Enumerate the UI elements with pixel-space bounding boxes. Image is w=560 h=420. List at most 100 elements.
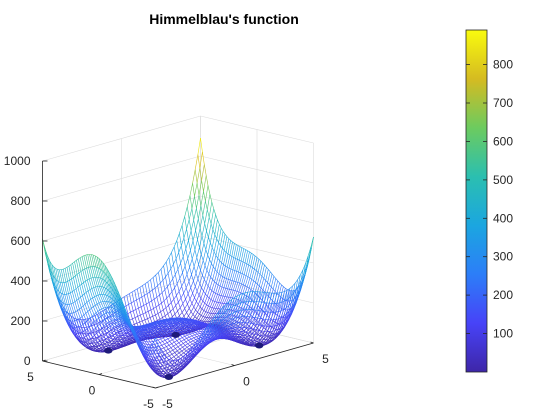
mesh-segment-x xyxy=(204,243,206,249)
mesh-segment-x xyxy=(148,319,150,324)
mesh-segment-y xyxy=(245,277,248,286)
mesh-segment-y xyxy=(163,308,166,310)
mesh-segment-x xyxy=(160,295,162,303)
mesh-segment-y xyxy=(177,233,180,240)
mesh-segment-x xyxy=(196,310,198,312)
mesh-segment-y xyxy=(137,287,140,289)
mesh-segment-y xyxy=(202,164,205,180)
mesh-segment-x xyxy=(129,304,131,312)
mesh-segment-y xyxy=(205,185,208,201)
mesh-segment-y xyxy=(135,316,138,317)
mesh-segment-y xyxy=(200,275,203,283)
mesh-segment-y xyxy=(212,235,215,248)
mesh-segment-y xyxy=(189,303,192,308)
mesh-segment-y xyxy=(153,315,156,316)
mesh-segment-y xyxy=(195,279,198,287)
mesh-segment-x xyxy=(173,309,175,314)
mesh-segment-y xyxy=(190,241,193,250)
mesh-segment-x xyxy=(247,264,249,265)
mesh-segment-x xyxy=(110,325,112,326)
mesh-segment-y xyxy=(209,202,212,217)
mesh-segment-x xyxy=(136,310,138,317)
mesh-segment-x xyxy=(197,291,199,295)
mesh-segment-y xyxy=(132,290,135,292)
mesh-segment-x xyxy=(182,312,184,316)
mesh-segment-y xyxy=(185,207,188,217)
mesh-segment-x xyxy=(192,209,194,221)
mesh-segment-x xyxy=(70,279,72,280)
mesh-segment-y xyxy=(204,283,207,291)
mesh-segment-y xyxy=(220,248,223,261)
mesh-segment-x xyxy=(141,307,143,314)
mesh-segment-x xyxy=(208,185,210,194)
mesh-segment-x xyxy=(219,224,221,228)
mesh-segment-y xyxy=(181,238,184,246)
mesh-segment-y xyxy=(225,254,228,266)
mesh-segment-x xyxy=(215,282,217,284)
mesh-segment-x xyxy=(212,248,214,252)
mesh-segment-y xyxy=(162,290,165,293)
mesh-segment-x xyxy=(258,272,260,274)
mesh-segment-y xyxy=(160,318,163,320)
mesh-segment-x xyxy=(229,239,231,241)
mesh-segment-x xyxy=(132,319,134,325)
mesh-segment-x xyxy=(84,313,86,315)
mesh-segment-x xyxy=(222,263,224,265)
mesh-segment-x xyxy=(217,272,219,274)
mesh-segment-x xyxy=(180,308,182,313)
mesh-segment-y xyxy=(263,280,266,290)
mesh-segment-x xyxy=(210,307,212,308)
mesh-segment-x xyxy=(202,275,204,279)
mesh-segment-y xyxy=(197,248,200,258)
mesh-segment-x xyxy=(166,277,168,287)
mesh-segment-y xyxy=(135,289,138,291)
mesh-segment-y xyxy=(251,254,254,266)
mesh-segment-x xyxy=(198,312,200,314)
mesh-segment-x xyxy=(262,276,264,278)
mesh-segment-y xyxy=(111,338,114,339)
mesh-segment-x xyxy=(201,206,203,216)
mesh-segment-y xyxy=(193,310,196,315)
mesh-segment-x xyxy=(133,311,135,318)
mesh-segment-x xyxy=(221,228,223,231)
mesh-segment-x xyxy=(190,299,192,303)
mesh-segment-x xyxy=(271,299,273,301)
mesh-segment-x xyxy=(124,297,126,306)
mesh-segment-x xyxy=(251,290,253,292)
mesh-segment-x xyxy=(205,224,207,231)
mesh-segment-x xyxy=(205,266,207,270)
mesh-segment-x xyxy=(70,292,72,293)
mesh-segment-y xyxy=(213,255,216,266)
mesh-segment-y xyxy=(138,315,141,316)
mesh-segment-x xyxy=(191,312,193,315)
mesh-segment-x xyxy=(196,231,198,240)
mesh-segment-x xyxy=(271,287,273,289)
mesh-segment-x xyxy=(150,292,152,301)
mesh-segment-x xyxy=(240,247,242,248)
mesh-segment-x xyxy=(203,301,205,303)
mesh-segment-y xyxy=(181,293,184,298)
mesh-segment-x xyxy=(176,259,178,270)
mesh-segment-x xyxy=(135,290,137,300)
mesh-segment-x xyxy=(135,318,137,324)
mesh-segment-x xyxy=(187,304,189,308)
mesh-segment-y xyxy=(186,294,189,299)
mesh-segment-y xyxy=(185,304,188,309)
mesh-segment-x xyxy=(146,313,148,319)
mesh-segment-x xyxy=(69,293,71,294)
mesh-segment-y xyxy=(78,311,81,319)
mesh-segment-x xyxy=(140,287,142,297)
mesh-segment-x xyxy=(214,252,216,256)
mesh-segment-y xyxy=(88,335,91,339)
mesh-segment-x xyxy=(166,308,168,314)
mesh-segment-x xyxy=(226,252,228,254)
mesh-segment-x xyxy=(201,298,203,301)
mesh-segment-x xyxy=(82,315,84,317)
mesh-segment-x xyxy=(248,305,250,307)
mesh-segment-y xyxy=(109,340,112,341)
mesh-segment-y xyxy=(164,262,167,266)
mesh-segment-x xyxy=(254,269,256,271)
mesh-segment-x xyxy=(78,318,80,319)
mesh-segment-y xyxy=(189,312,192,316)
mesh-segment-x xyxy=(201,255,203,261)
